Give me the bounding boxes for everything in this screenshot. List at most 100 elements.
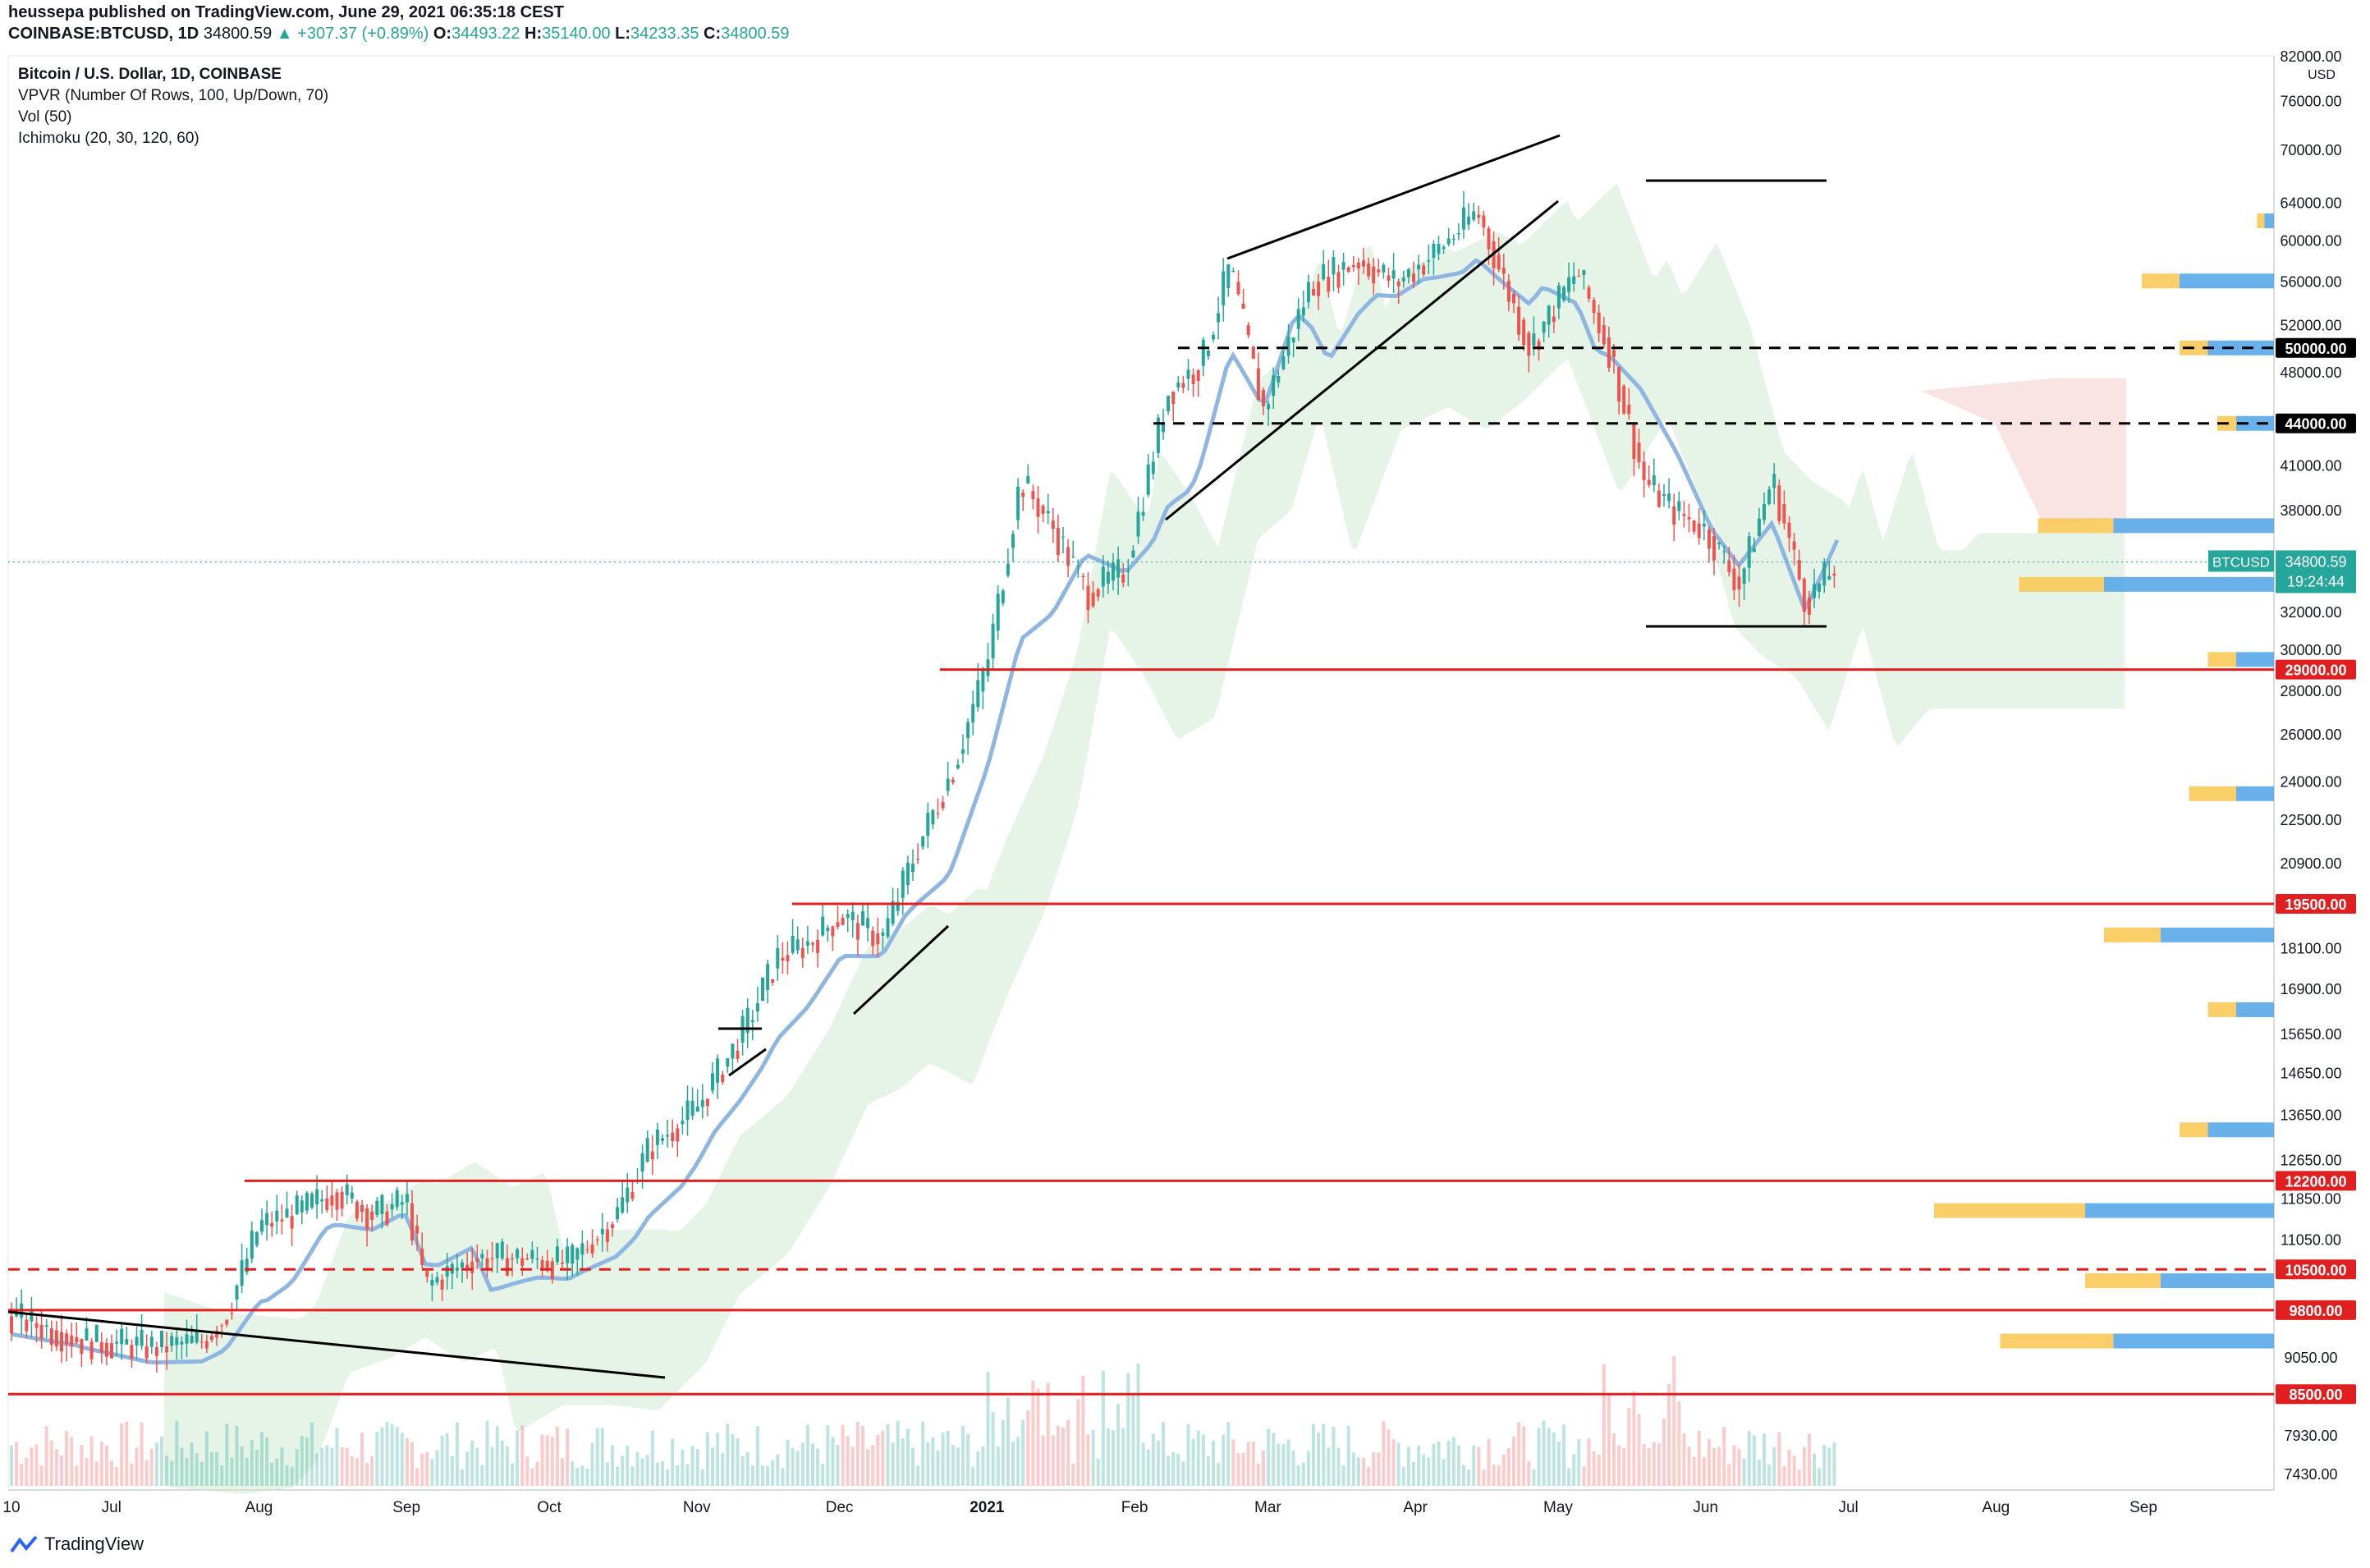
volume-bar — [315, 1453, 319, 1486]
candle-body — [120, 1328, 124, 1345]
vpvr-down-bar — [2113, 518, 2274, 534]
candle-body — [1031, 491, 1035, 500]
candle-body — [1797, 560, 1801, 580]
candle-body — [1377, 269, 1381, 273]
volume-bar — [666, 1469, 670, 1486]
x-tick-label: Jun — [1693, 1499, 1718, 1516]
candle-body — [1001, 590, 1005, 603]
volume-bar — [630, 1466, 635, 1486]
volume-bar — [455, 1422, 459, 1486]
volume-bar — [1587, 1438, 1591, 1486]
candle-body — [1587, 287, 1591, 299]
y-tick-label: 12650.00 — [2280, 1152, 2341, 1168]
volume-bar — [395, 1427, 399, 1486]
candle-body — [566, 1246, 570, 1263]
candle-body — [1217, 313, 1221, 323]
price-change: +307.37 (+0.89%) — [297, 25, 429, 43]
volume-bar — [1101, 1370, 1105, 1486]
candle-body — [530, 1249, 534, 1259]
candle-body — [475, 1259, 479, 1262]
candle-body — [1201, 340, 1205, 366]
candle-body — [240, 1260, 244, 1286]
close-label: C: — [704, 25, 722, 43]
y-tick-label: 28000.00 — [2280, 683, 2341, 699]
volume-bar — [1642, 1444, 1646, 1486]
candle-body — [1131, 550, 1135, 557]
tradingview-footer[interactable]: TradingView — [10, 1534, 144, 1555]
candle-body — [871, 930, 875, 947]
candle-body — [711, 1073, 714, 1091]
volume-bar — [1176, 1453, 1180, 1486]
volume-bar — [986, 1372, 990, 1486]
volume-bar — [1046, 1382, 1050, 1486]
candle-body — [345, 1184, 349, 1195]
candle-body — [1432, 243, 1436, 258]
candle-body — [1652, 475, 1656, 486]
candle-body — [1267, 404, 1271, 410]
candle-body — [115, 1341, 119, 1344]
y-tick-label: 24000.00 — [2280, 774, 2341, 791]
volume-bar — [1757, 1459, 1761, 1486]
open-value: 34493.22 — [452, 25, 520, 43]
candle-body — [355, 1201, 359, 1219]
volume-bar — [1322, 1424, 1326, 1486]
symbol-label: COINBASE:BTCUSD, 1D — [8, 25, 199, 43]
legend-vol[interactable]: Vol (50) — [18, 108, 72, 126]
candle-body — [1226, 264, 1231, 289]
candle-body — [1692, 520, 1696, 532]
volume-bar — [160, 1436, 163, 1486]
volume-bar — [1462, 1465, 1465, 1486]
candle-body — [1567, 277, 1571, 292]
legend-ichimoku[interactable]: Ichimoku (20, 30, 120, 60) — [18, 130, 199, 147]
candle-body — [1016, 486, 1020, 520]
volume-bar — [616, 1466, 620, 1486]
volume-bar — [1217, 1463, 1221, 1486]
volume-bar — [10, 1445, 13, 1486]
vpvr-up-bar — [2207, 1002, 2236, 1017]
candle-body — [690, 1100, 694, 1116]
candle-body — [1332, 257, 1336, 275]
volume-bar — [966, 1433, 970, 1486]
candle-body — [776, 948, 780, 969]
candle-body — [104, 1342, 108, 1357]
volume-bar — [535, 1461, 539, 1486]
candle-body — [1322, 264, 1326, 280]
candle-body — [1697, 523, 1701, 539]
volume-bar — [991, 1411, 995, 1486]
volume-bar — [736, 1437, 740, 1486]
volume-bar — [1121, 1428, 1125, 1486]
candle-body — [1647, 479, 1651, 485]
candle-body — [1171, 392, 1176, 405]
vpvr-down-bar — [2207, 1122, 2274, 1138]
candle-body — [821, 916, 825, 936]
volume-bar — [1797, 1469, 1801, 1486]
candle-body — [1196, 369, 1200, 381]
volume-bar — [94, 1461, 99, 1486]
volume-bar — [1451, 1437, 1455, 1486]
symbol-tag-bg — [2208, 550, 2274, 572]
volume-bar — [445, 1433, 449, 1486]
vpvr-down-bar — [2264, 213, 2274, 229]
candle-body — [1451, 238, 1455, 240]
candle-body — [1512, 293, 1515, 304]
candle-body — [235, 1285, 239, 1300]
volume-bar — [1076, 1399, 1080, 1486]
legend-vpvr[interactable]: VPVR (Number Of Rows, 100, Up/Down, 70) — [18, 87, 329, 104]
volume-bar — [561, 1458, 564, 1486]
volume-bar — [204, 1431, 209, 1486]
candle-body — [175, 1336, 179, 1346]
candle-body — [931, 809, 935, 825]
candle-body — [1822, 562, 1827, 586]
y-tick-label: 7930.00 — [2284, 1428, 2337, 1444]
volume-bar — [1722, 1427, 1726, 1486]
volume-bar — [805, 1424, 809, 1486]
volume-bar — [1281, 1443, 1286, 1486]
candle-body — [640, 1153, 644, 1172]
vpvr-down-bar — [2104, 576, 2274, 592]
volume-bar — [1787, 1450, 1791, 1486]
volume-bar — [1256, 1463, 1260, 1486]
x-tick-label: May — [1543, 1499, 1573, 1516]
vpvr-down-bar — [2113, 1333, 2274, 1349]
volume-bar — [1597, 1455, 1601, 1486]
